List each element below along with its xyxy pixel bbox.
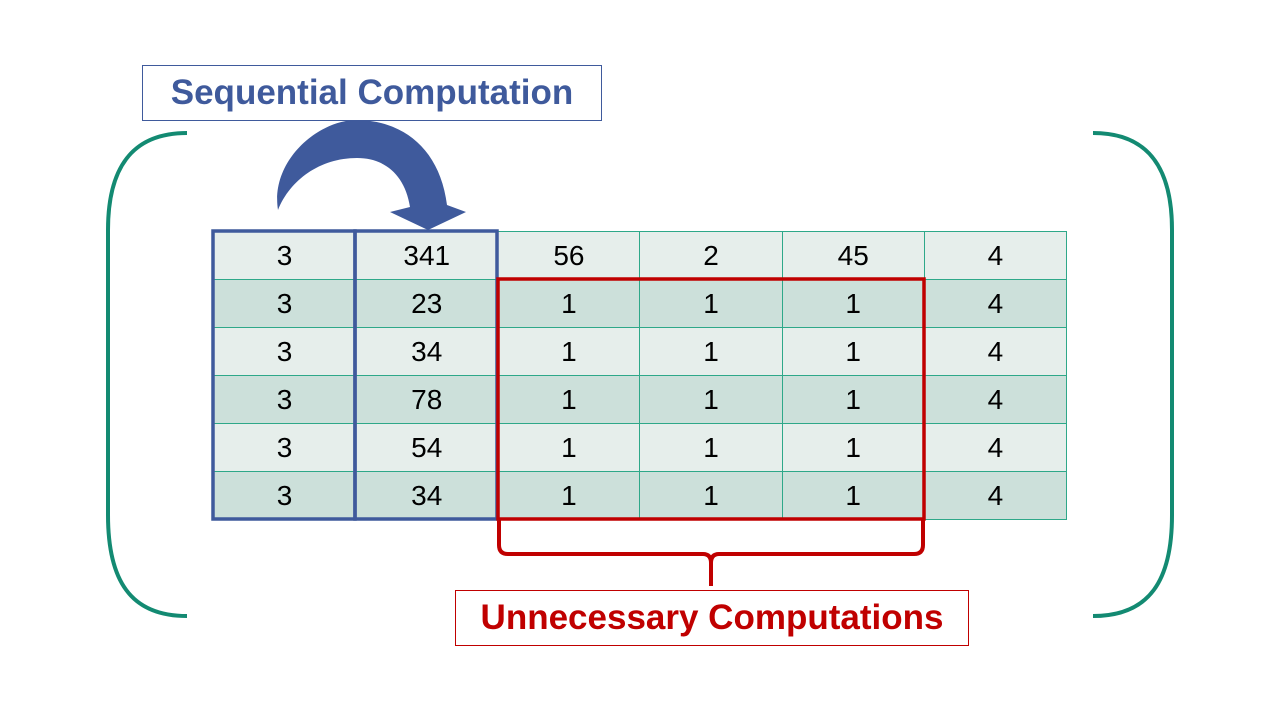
sequential-computation-label: Sequential Computation bbox=[142, 65, 602, 121]
table-cell: 4 bbox=[923, 471, 1068, 520]
table-cell: 3 bbox=[212, 471, 357, 520]
left-matrix-bracket bbox=[106, 131, 188, 618]
table-row: 3 78 1 1 1 4 bbox=[212, 375, 1068, 424]
table-cell: 1 bbox=[497, 327, 641, 376]
table-cell: 3 bbox=[212, 231, 357, 280]
table-cell: 34 bbox=[355, 471, 499, 520]
table-cell: 1 bbox=[639, 471, 783, 520]
table-row: 3 34 1 1 1 4 bbox=[212, 471, 1068, 520]
table-cell: 1 bbox=[639, 279, 783, 328]
table-cell: 1 bbox=[781, 375, 925, 424]
table-cell: 1 bbox=[497, 423, 641, 472]
table-cell: 3 bbox=[212, 375, 357, 424]
table-cell: 54 bbox=[355, 423, 499, 472]
table-cell: 3 bbox=[212, 423, 357, 472]
table-cell: 1 bbox=[497, 471, 641, 520]
data-table: 3 341 56 2 45 4 3 23 1 1 1 4 3 34 1 1 1 … bbox=[212, 231, 1068, 520]
table-cell: 4 bbox=[923, 423, 1068, 472]
table-cell: 1 bbox=[497, 279, 641, 328]
table-cell: 341 bbox=[355, 231, 499, 280]
table-row: 3 23 1 1 1 4 bbox=[212, 279, 1068, 328]
table-cell: 4 bbox=[923, 375, 1068, 424]
table-cell: 1 bbox=[639, 327, 783, 376]
table-cell: 23 bbox=[355, 279, 499, 328]
right-matrix-bracket bbox=[1092, 131, 1174, 618]
table-cell: 3 bbox=[212, 279, 357, 328]
table-row: 3 341 56 2 45 4 bbox=[212, 231, 1068, 280]
table-cell: 2 bbox=[639, 231, 783, 280]
table-cell: 34 bbox=[355, 327, 499, 376]
table-cell: 1 bbox=[639, 423, 783, 472]
table-cell: 4 bbox=[923, 231, 1068, 280]
table-cell: 4 bbox=[923, 327, 1068, 376]
table-cell: 1 bbox=[781, 279, 925, 328]
table-row: 3 54 1 1 1 4 bbox=[212, 423, 1068, 472]
unnecessary-curly-brace bbox=[497, 518, 925, 586]
sequential-arrow bbox=[277, 119, 466, 230]
table-cell: 78 bbox=[355, 375, 499, 424]
table-cell: 45 bbox=[781, 231, 925, 280]
table-cell: 1 bbox=[781, 423, 925, 472]
table-cell: 3 bbox=[212, 327, 357, 376]
unnecessary-computations-label: Unnecessary Computations bbox=[455, 590, 969, 646]
table-cell: 56 bbox=[497, 231, 641, 280]
table-cell: 4 bbox=[923, 279, 1068, 328]
table-cell: 1 bbox=[781, 327, 925, 376]
table-row: 3 34 1 1 1 4 bbox=[212, 327, 1068, 376]
table-cell: 1 bbox=[639, 375, 783, 424]
table-cell: 1 bbox=[781, 471, 925, 520]
table-cell: 1 bbox=[497, 375, 641, 424]
